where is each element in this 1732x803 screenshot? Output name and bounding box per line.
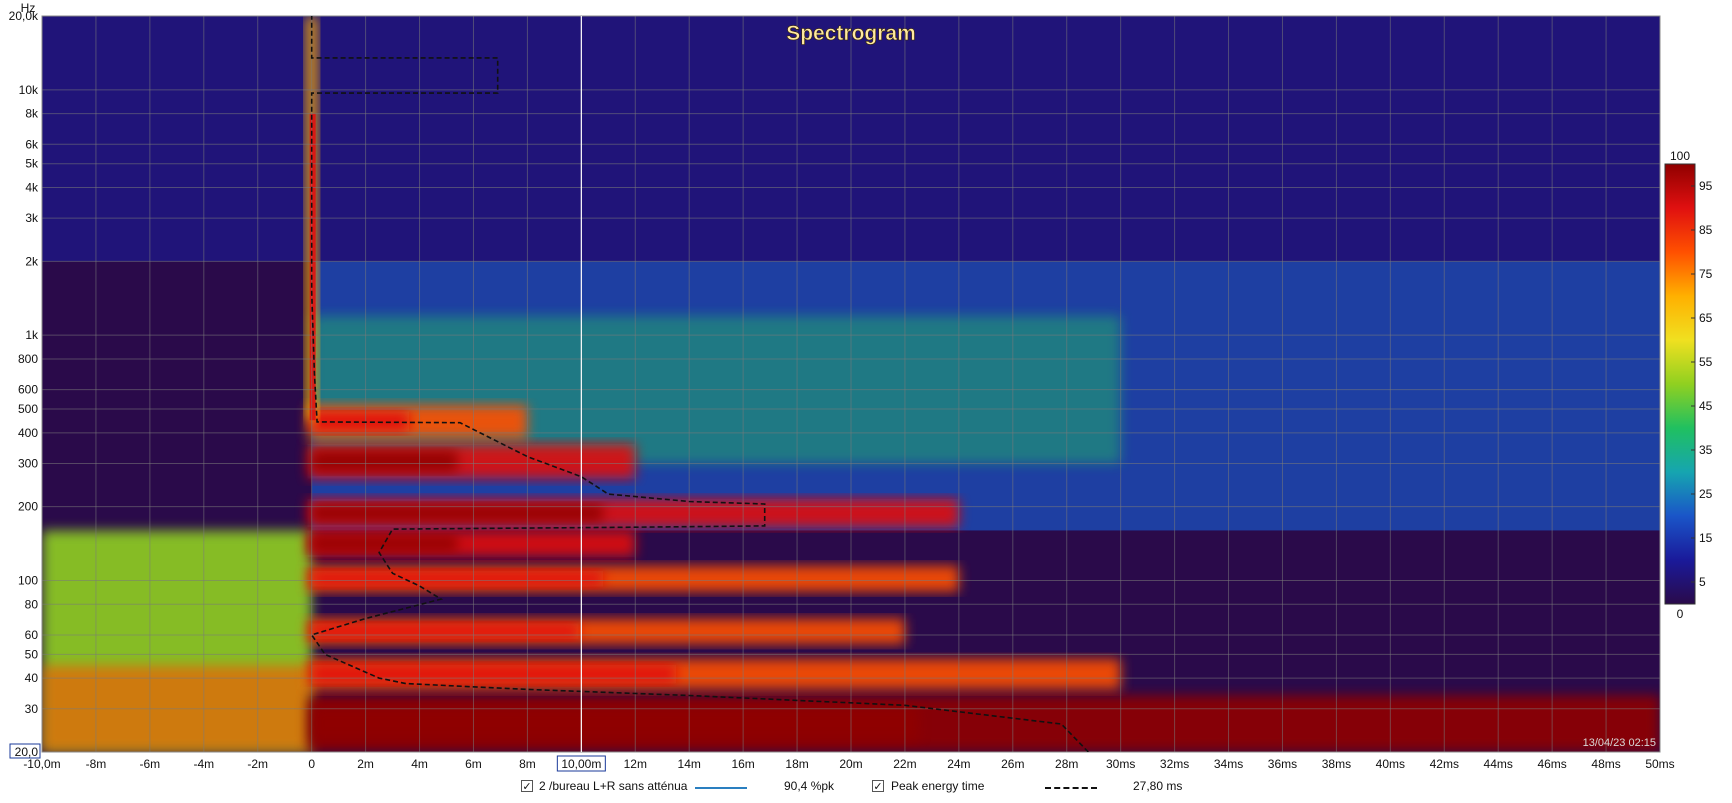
colorbar-tick-label: 55 — [1699, 355, 1713, 369]
x-tick-label: 6m — [465, 757, 482, 771]
y-tick-label: 200 — [18, 500, 38, 514]
peak-check-mark: ✓ — [873, 781, 883, 793]
x-tick-label: -4m — [193, 757, 214, 771]
y-cursor-box — [9, 743, 41, 759]
x-tick-label: 26m — [1001, 757, 1024, 771]
peak-energy-checkbox[interactable]: ✓ — [872, 780, 884, 793]
heatmap-band-core — [311, 504, 603, 522]
series-line-swatch — [695, 787, 747, 789]
y-tick-label: 1k — [25, 328, 39, 342]
colorbar-tick-label: 100 — [1670, 149, 1690, 163]
x-tick-label: 18m — [785, 757, 808, 771]
x-tick-label: 12m — [624, 757, 647, 771]
heatmap-band-core — [311, 535, 458, 552]
heatmap-band-core — [311, 411, 409, 432]
y-axis-label: Hz — [21, 1, 36, 15]
series-check-mark: ✓ — [522, 781, 532, 793]
x-tick-label: -6m — [140, 757, 161, 771]
y-axis-ticks: 20,0k 10k 8k 6k 5k 4k 3k 2k 1k 800 600 500 400 300 200… — [9, 9, 41, 759]
colorbar-tick-label: 45 — [1699, 399, 1713, 413]
heatmap-band-core — [311, 623, 579, 640]
y-tick-label: 4k — [25, 180, 39, 194]
x-tick-label: 20m — [839, 757, 862, 771]
x-tick-label: 36ms — [1268, 757, 1297, 771]
y-tick-label: 500 — [18, 402, 38, 416]
x-tick-label: 48ms — [1591, 757, 1620, 771]
colorbar-tick-label: 75 — [1699, 267, 1713, 281]
legend-bar: ✓ 2 /bureau L+R sans atténua 90,4 %pk ✓ … — [0, 776, 1732, 798]
x-axis-ticks: -10,0m -8m -6m -4m -2m 0 2m 4m 6m 8m 10,00m 12m 14m 1… — [23, 755, 1675, 772]
colorbar-gradient — [1664, 163, 1696, 605]
y-tick-label: 60 — [25, 628, 39, 642]
series-checkbox[interactable]: ✓ — [521, 780, 533, 793]
y-tick-label: 10k — [19, 83, 39, 97]
x-cursor-box — [556, 755, 606, 772]
heatmap-band-core — [311, 450, 458, 472]
peak-energy-time-line — [310, 16, 1089, 752]
y-tick-label: 3k — [25, 211, 39, 225]
heatmap-band-core — [311, 570, 603, 587]
y-tick-label: 800 — [18, 352, 38, 366]
colorbar-tick-label: 65 — [1699, 311, 1713, 325]
colorbar-tick-label: 25 — [1699, 487, 1713, 501]
colorbar-tick-label: 95 — [1699, 179, 1713, 193]
x-tick-label: -10,0m — [23, 757, 60, 771]
y-tick-label: 5k — [25, 157, 39, 171]
x-tick-label: 2m — [357, 757, 374, 771]
x-tick-label: 34ms — [1214, 757, 1243, 771]
y-tick-label: 600 — [18, 383, 38, 397]
plot-border — [41, 15, 1661, 753]
y-tick-label: 100 — [18, 574, 38, 588]
x-tick-label: 30ms — [1106, 757, 1135, 771]
impulse-ridge-core — [309, 113, 316, 421]
x-tick-label: 10,00m — [561, 757, 601, 771]
x-tick-label: 42ms — [1430, 757, 1459, 771]
x-tick-label: 32ms — [1160, 757, 1189, 771]
y-tick-label: 400 — [18, 426, 38, 440]
x-tick-label: 8m — [519, 757, 536, 771]
x-tick-label: 24m — [947, 757, 970, 771]
peak-energy-value: 27,80 ms — [1133, 779, 1183, 793]
x-tick-label: 44ms — [1484, 757, 1513, 771]
peak-energy-layer — [310, 16, 1089, 752]
x-tick-label: 28m — [1055, 757, 1078, 771]
colorbar-tick-label: 0 — [1677, 607, 1684, 621]
peak-energy-line-swatch — [1045, 787, 1097, 789]
series-value: 90,4 %pk — [784, 779, 835, 793]
colorbar-tick-label: 5 — [1699, 575, 1706, 589]
timestamp: 13/04/23 02:15 — [1583, 737, 1656, 749]
heatmap-band-core — [311, 706, 919, 741]
y-tick-label: 300 — [18, 456, 38, 470]
x-tick-label: 4m — [411, 757, 428, 771]
colorbar-tick-label: 85 — [1699, 223, 1713, 237]
y-tick-label: 8k — [25, 107, 39, 121]
x-tick-label: 38ms — [1322, 757, 1351, 771]
x-tick-label: 40ms — [1376, 757, 1405, 771]
y-tick-label: 30 — [25, 702, 39, 716]
x-tick-label: 14m — [678, 757, 701, 771]
x-tick-label: 50ms — [1645, 757, 1674, 771]
y-tick-label: 80 — [25, 597, 39, 611]
x-tick-label: 22m — [893, 757, 916, 771]
y-tick-label: 50 — [25, 647, 39, 661]
y-tick-label: 40 — [25, 671, 39, 685]
colorbar-tick-label: 15 — [1699, 531, 1713, 545]
series-name: 2 /bureau L+R sans atténua — [539, 779, 688, 793]
peak-energy-label: Peak energy time — [891, 779, 985, 793]
x-tick-label: 46ms — [1537, 757, 1566, 771]
y-tick-label: 6k — [25, 137, 39, 151]
y-tick-label: 20,0k — [9, 9, 39, 23]
x-tick-label: -2m — [247, 757, 268, 771]
colorbar-tick-label: 35 — [1699, 443, 1713, 457]
colorbar: 100 95 85 75 65 55 45 35 25 15 5 0 — [1664, 149, 1713, 621]
heatmap-band-core — [311, 664, 676, 684]
y-tick-label: 20,0 — [15, 745, 39, 759]
chart-title: Spectrogram — [786, 22, 916, 45]
y-tick-label: 2k — [25, 254, 39, 268]
x-tick-label: 0 — [308, 757, 315, 771]
x-tick-label: -8m — [86, 757, 107, 771]
x-tick-label: 16m — [731, 757, 754, 771]
